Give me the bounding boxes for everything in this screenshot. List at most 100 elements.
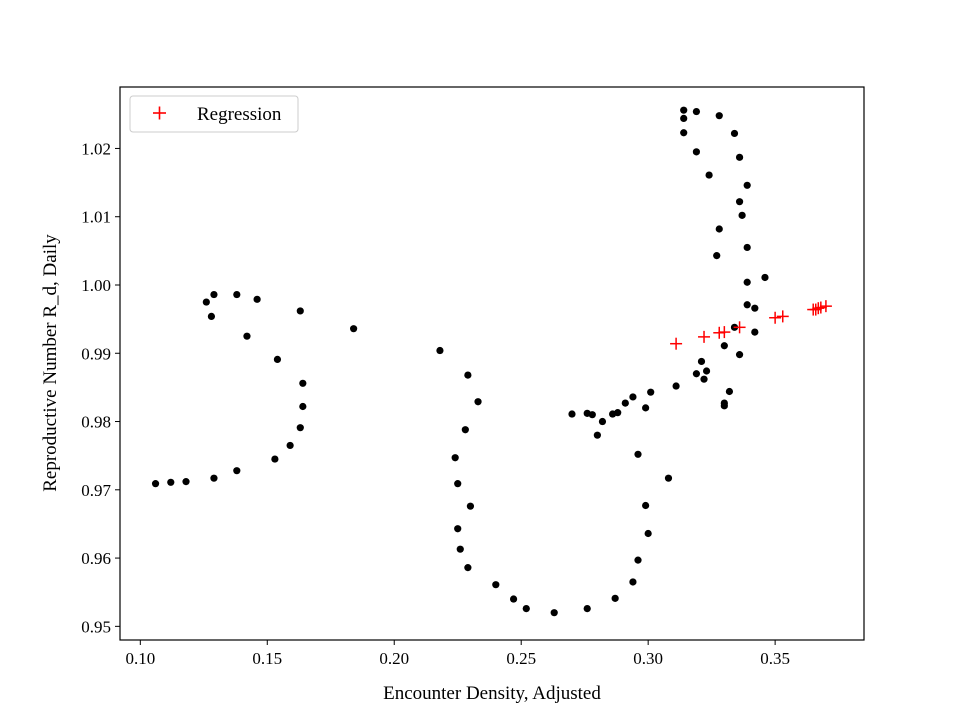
data-point xyxy=(730,129,739,138)
data-point xyxy=(611,594,619,602)
y-tick-label: 1.01 xyxy=(81,208,111,227)
regression-point xyxy=(819,300,832,313)
data-point xyxy=(492,581,500,589)
data-point xyxy=(700,375,708,383)
data-point xyxy=(233,467,241,475)
data-point xyxy=(210,290,218,299)
data-point xyxy=(761,273,769,282)
plot-frame xyxy=(119,86,865,641)
x-tick-label: 0.15 xyxy=(252,649,282,668)
data-point xyxy=(738,211,746,219)
data-point xyxy=(253,295,261,303)
data-point xyxy=(629,393,637,401)
data-point xyxy=(550,609,558,617)
data-point xyxy=(664,474,673,482)
data-point xyxy=(568,410,576,418)
data-point xyxy=(751,328,759,336)
data-point xyxy=(522,604,530,613)
regression-point xyxy=(814,301,827,314)
data-point xyxy=(634,450,642,458)
legend-label-regression: Regression xyxy=(197,104,282,125)
data-point xyxy=(436,346,444,355)
data-point xyxy=(715,225,723,233)
data-point xyxy=(210,474,218,482)
y-tick-label: 0.98 xyxy=(81,413,111,432)
data-point xyxy=(751,304,759,312)
regression-point xyxy=(733,321,746,334)
data-point xyxy=(692,148,701,156)
data-point xyxy=(299,379,307,387)
data-point xyxy=(647,388,655,396)
data-point xyxy=(299,402,307,411)
data-point xyxy=(692,107,701,116)
x-tick-label: 0.25 xyxy=(506,649,536,668)
data-point xyxy=(642,501,650,510)
x-tick-label: 0.30 xyxy=(633,649,663,668)
data-point xyxy=(583,409,591,417)
data-point xyxy=(680,114,688,123)
data-point xyxy=(182,478,190,486)
data-point xyxy=(151,480,160,488)
data-point xyxy=(598,417,607,426)
x-tick-label: 0.35 xyxy=(760,649,790,668)
data-point xyxy=(609,410,617,418)
y-tick-label: 0.97 xyxy=(81,481,111,500)
legend: Regression xyxy=(129,95,299,133)
data-point xyxy=(286,441,294,450)
data-point xyxy=(456,545,464,553)
data-point xyxy=(621,399,629,407)
y-axis-label: Reproductive Number R_d, Daily xyxy=(40,234,61,492)
data-point xyxy=(474,398,482,406)
data-point xyxy=(629,578,637,586)
data-point xyxy=(715,112,723,120)
data-point xyxy=(743,243,751,252)
data-point xyxy=(680,129,688,137)
x-axis-label: Encounter Density, Adjusted xyxy=(383,683,601,704)
data-point xyxy=(725,387,734,396)
data-point xyxy=(583,604,591,613)
data-point xyxy=(743,301,751,309)
data-point xyxy=(697,357,706,366)
data-point xyxy=(167,478,175,486)
x-tick-label: 0.10 xyxy=(125,649,155,668)
legend-box xyxy=(129,95,299,133)
data-point xyxy=(735,198,744,206)
y-axis: 0.95 0.96 0.97 0.98 0.99 1.00 1.01 1.02 xyxy=(81,139,120,636)
data-point xyxy=(735,351,744,359)
y-tick-label: 0.96 xyxy=(81,549,111,568)
data-point xyxy=(233,290,241,299)
data-point xyxy=(743,278,751,286)
data-point xyxy=(296,424,304,432)
regression-point xyxy=(698,330,711,343)
regression-point xyxy=(769,311,782,324)
data-point xyxy=(672,382,680,390)
data-point xyxy=(273,355,282,364)
regression-point xyxy=(809,303,822,316)
x-axis: 0.10 0.15 0.20 0.25 0.30 0.35 xyxy=(125,640,790,668)
data-point xyxy=(466,502,475,510)
data-point xyxy=(454,480,462,488)
regression-point xyxy=(776,310,789,323)
data-point xyxy=(464,564,472,572)
data-point xyxy=(509,595,518,603)
data-point xyxy=(202,298,210,306)
x-tick-label: 0.20 xyxy=(379,649,409,668)
data-point xyxy=(720,342,728,350)
data-point xyxy=(296,307,304,315)
regression-point xyxy=(670,337,683,350)
data-point xyxy=(720,399,728,407)
data-point xyxy=(243,332,251,340)
data-point xyxy=(454,525,462,533)
data-point xyxy=(464,371,472,379)
data-point xyxy=(680,106,688,114)
data-point xyxy=(644,529,652,538)
y-tick-label: 1.02 xyxy=(81,139,111,158)
data-point xyxy=(271,455,279,463)
data-point xyxy=(461,426,469,434)
plot-area xyxy=(120,87,864,640)
y-tick-label: 0.95 xyxy=(81,617,111,636)
data-point xyxy=(692,370,701,378)
legend-marker-plus xyxy=(153,106,166,120)
data-point xyxy=(705,171,713,179)
